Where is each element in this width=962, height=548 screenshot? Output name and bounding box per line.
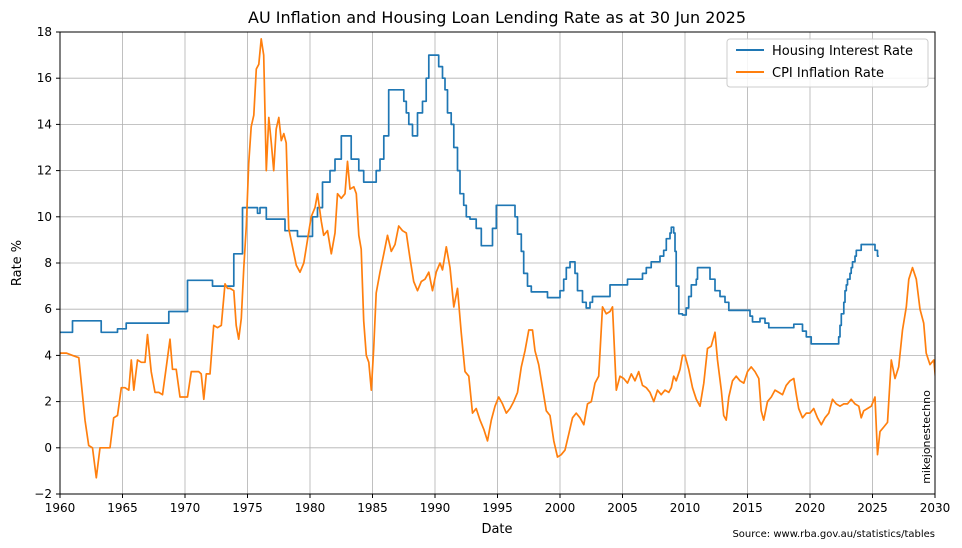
y-tick-label: 4	[44, 348, 52, 362]
y-tick-label: 10	[37, 210, 52, 224]
y-axis-label: Rate %	[10, 240, 25, 286]
x-tick-label: 1975	[232, 501, 263, 515]
legend-label-cpi: CPI Inflation Rate	[772, 66, 884, 81]
y-tick-label: 6	[44, 302, 52, 316]
x-tick-label: 2010	[670, 501, 701, 515]
x-tick-label: 1985	[357, 501, 388, 515]
x-tick-label: 1990	[420, 501, 451, 515]
series-layer	[60, 38, 935, 479]
x-tick-label: 1980	[295, 501, 326, 515]
x-tick-label: 2020	[795, 501, 826, 515]
y-tick-label: 2	[44, 395, 52, 409]
x-tick-label: 1965	[107, 501, 138, 515]
y-axis: −2 0 2 4 6 8 10 12 14 16 18	[34, 25, 60, 501]
source-note: Source: www.rba.gov.au/statistics/tables	[732, 529, 935, 540]
housing-interest-rate-line	[60, 54, 879, 345]
y-tick-label: 0	[44, 441, 52, 455]
y-tick-label: −2	[34, 487, 52, 501]
y-tick-label: 18	[37, 25, 52, 39]
legend-box	[726, 38, 929, 88]
y-tick-label: 12	[37, 164, 52, 178]
x-tick-label: 1970	[170, 501, 201, 515]
legend: Housing Interest Rate CPI Inflation Rate	[726, 38, 929, 88]
legend-label-housing: Housing Interest Rate	[772, 44, 913, 59]
x-tick-label: 2030	[920, 501, 951, 515]
x-tick-label: 2015	[732, 501, 763, 515]
x-tick-label: 2000	[545, 501, 576, 515]
x-tick-label: 2005	[607, 501, 638, 515]
x-axis-label: Date	[481, 522, 512, 537]
y-tick-label: 16	[37, 71, 52, 85]
x-tick-label: 2025	[857, 501, 888, 515]
y-tick-label: 14	[37, 117, 52, 131]
chart-title: AU Inflation and Housing Loan Lending Ra…	[248, 8, 746, 27]
x-tick-label: 1995	[482, 501, 513, 515]
cpi-inflation-rate-line	[60, 38, 935, 479]
y-tick-label: 8	[44, 256, 52, 270]
x-tick-label: 1960	[45, 501, 76, 515]
watermark: mikejonestechno	[920, 390, 933, 484]
x-axis: 1960 1965 1970 1975 1980 1985 1990 1995 2000 2005…	[45, 494, 951, 515]
